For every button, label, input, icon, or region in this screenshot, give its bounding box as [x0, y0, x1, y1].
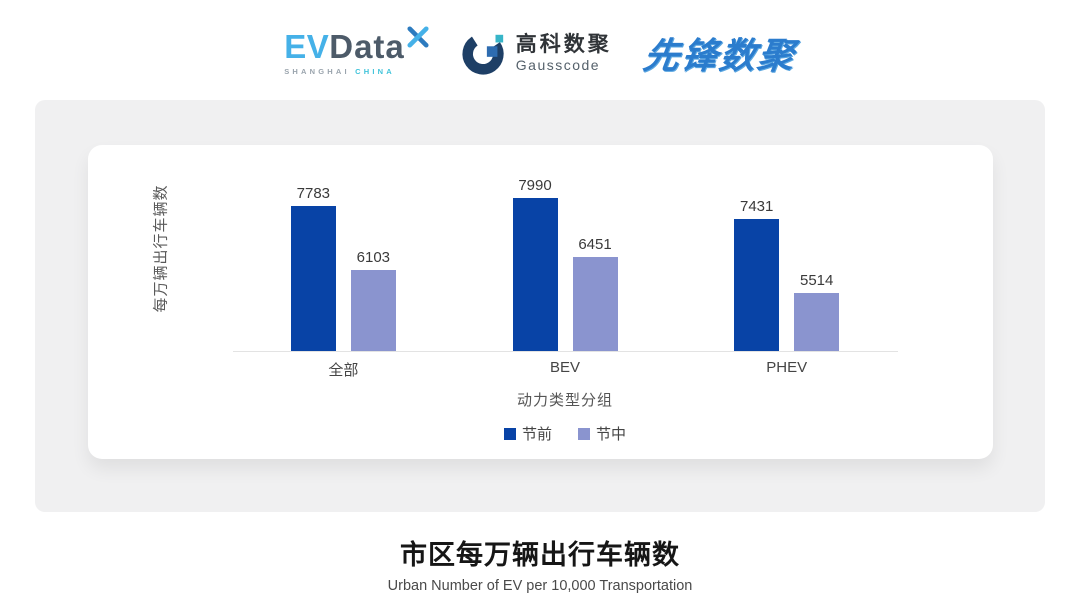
evdata-x-icon — [407, 26, 429, 48]
bar-节中-全部 — [350, 270, 396, 351]
evdata-sub-china: CHINA — [355, 67, 395, 76]
legend-label: 节前 — [521, 426, 552, 443]
bar-wrap: 7783 — [290, 185, 336, 351]
bar-节前-PHEV — [734, 219, 780, 351]
evdata-sub-shanghai: SHANGHAI — [284, 67, 350, 76]
chart-panel: 每万辆出行车辆数 7783 6103 7990 6451 7431 5514 全部 BEV P… — [35, 100, 1045, 512]
category-label-BEV: BEV — [550, 359, 581, 376]
bar-group-全部: 7783 6103 — [233, 145, 455, 351]
bar-wrap: 7990 — [512, 177, 558, 351]
bar-节前-BEV — [512, 198, 558, 351]
gausscode-g-icon — [462, 33, 504, 75]
plot-area: 7783 6103 7990 6451 7431 5514 — [232, 145, 898, 352]
bar-节前-全部 — [290, 206, 336, 351]
x-axis-categories: 全部 BEV PHEV — [233, 352, 898, 380]
bar-wrap: 6103 — [350, 249, 396, 351]
bar-value-label: 5514 — [799, 272, 834, 289]
chart-card: 每万辆出行车辆数 7783 6103 7990 6451 7431 5514 全部 BEV P… — [87, 145, 993, 459]
bar-wrap: 5514 — [794, 272, 840, 351]
category-label-全部: 全部 — [328, 362, 359, 379]
figure-subtitle: Urban Number of EV per 10,000 Transporta… — [387, 578, 693, 594]
x-axis-title: 动力类型分组 — [516, 392, 613, 409]
evdata-data-text: Data — [329, 28, 405, 65]
legend-swatch-icon — [503, 427, 516, 440]
bar-节中-BEV — [572, 257, 618, 351]
gausscode-en-text: Gausscode — [515, 57, 601, 74]
bar-value-label: 7431 — [739, 198, 774, 215]
pioneer-logo-text: 先锋数聚 — [640, 35, 799, 76]
gausscode-cn-text: 高科数聚 — [515, 32, 612, 56]
bar-group-PHEV: 7431 5514 — [676, 145, 898, 351]
bar-value-label: 7990 — [518, 177, 552, 194]
bar-节中-PHEV — [794, 293, 840, 351]
bar-value-label: 6103 — [356, 249, 391, 266]
gausscode-logo: 高科数聚 Gausscode — [461, 30, 612, 76]
bar-value-label: 7783 — [296, 185, 331, 202]
legend-swatch-icon — [578, 427, 590, 440]
evdata-logo: EV Data SHANGHAI CHINA — [284, 26, 429, 76]
bar-wrap: 7431 — [734, 198, 780, 351]
chart-legend: 节前 节中 — [233, 423, 898, 444]
logo-bar: EV Data SHANGHAI CHINA 高科数聚 Gausscode 先锋数… — [0, 0, 1080, 100]
bar-value-label: 6451 — [578, 236, 612, 253]
category-label-PHEV: PHEV — [766, 359, 808, 376]
legend-label: 节中 — [596, 426, 627, 443]
figure-caption: 市区每万辆出行车辆数 Urban Number of EV per 10,000… — [0, 533, 1080, 594]
evdata-ev-text: EV — [284, 28, 330, 65]
figure-title: 市区每万辆出行车辆数 — [400, 540, 680, 570]
legend-item-节前: 节前 — [503, 423, 552, 444]
bar-group-BEV: 7990 6451 — [454, 145, 676, 351]
legend-item-节中: 节中 — [578, 423, 626, 444]
y-axis-title: 每万辆出行车辆数 — [152, 184, 170, 313]
bar-chart: 每万辆出行车辆数 7783 6103 7990 6451 7431 5514 全部 BEV P… — [88, 145, 993, 444]
bar-wrap: 6451 — [572, 236, 618, 351]
